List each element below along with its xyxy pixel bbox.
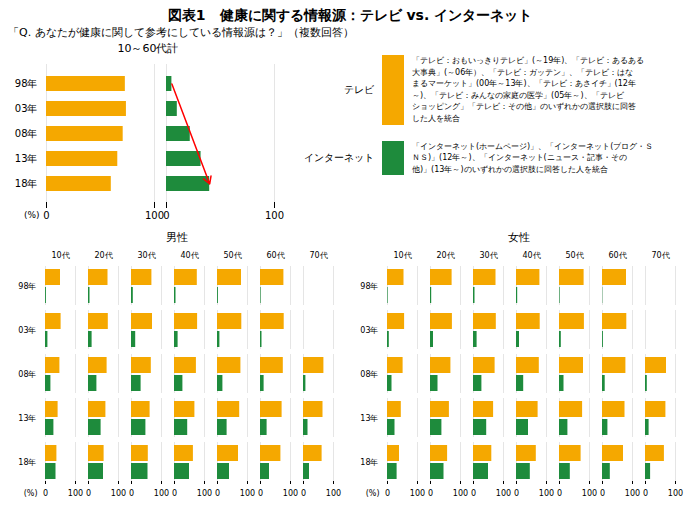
svg-text:50代: 50代 — [565, 251, 583, 260]
svg-text:100: 100 — [453, 489, 468, 498]
svg-text:100: 100 — [68, 489, 83, 498]
svg-text:70代: 70代 — [651, 251, 669, 260]
svg-text:100: 100 — [582, 489, 597, 498]
svg-text:0: 0 — [643, 489, 648, 498]
svg-text:100: 100 — [240, 489, 255, 498]
svg-text:100: 100 — [154, 489, 169, 498]
svg-text:13年: 13年 — [15, 153, 38, 164]
svg-text:100: 100 — [625, 489, 640, 498]
html-text:「インターネット(ホームページ)」、「インターネット(ブログ: 「インターネット(ホームページ)」、「インターネット(ブログ・Ｓ ＮＳ)」(12… — [412, 141, 654, 174]
svg-text:(%): (%) — [366, 489, 380, 498]
svg-text:0: 0 — [514, 489, 519, 498]
svg-text:100: 100 — [145, 210, 164, 221]
svg-text:30代: 30代 — [137, 251, 155, 260]
html-text:男性: 男性 — [166, 231, 188, 244]
svg-text:0: 0 — [471, 489, 476, 498]
svg-text:03年: 03年 — [18, 326, 36, 335]
svg-text:0: 0 — [86, 489, 91, 498]
svg-text:0: 0 — [172, 489, 177, 498]
html-text:10～60代計: 10～60代計 — [117, 42, 179, 55]
svg-text:18年: 18年 — [18, 458, 36, 467]
svg-text:60代: 60代 — [608, 251, 626, 260]
svg-text:30代: 30代 — [479, 251, 497, 260]
svg-text:08年: 08年 — [15, 128, 38, 139]
svg-text:13年: 13年 — [360, 414, 378, 423]
svg-text:10代: 10代 — [51, 251, 69, 260]
svg-text:(%): (%) — [24, 489, 38, 498]
svg-text:10代: 10代 — [393, 251, 411, 260]
svg-text:0: 0 — [557, 489, 562, 498]
svg-text:100: 100 — [539, 489, 554, 498]
svg-text:100: 100 — [197, 489, 212, 498]
svg-text:0: 0 — [129, 489, 134, 498]
svg-text:0: 0 — [428, 489, 433, 498]
svg-text:98年: 98年 — [360, 282, 378, 291]
svg-text:03年: 03年 — [360, 326, 378, 335]
svg-text:03年: 03年 — [15, 103, 38, 114]
svg-text:0: 0 — [301, 489, 306, 498]
svg-text:0: 0 — [163, 210, 169, 221]
svg-text:13年: 13年 — [18, 414, 36, 423]
svg-text:0: 0 — [43, 489, 48, 498]
svg-text:0: 0 — [385, 489, 390, 498]
svg-text:08年: 08年 — [18, 370, 36, 379]
html-text:インターネット: インターネット — [304, 152, 374, 163]
svg-text:40代: 40代 — [180, 251, 198, 260]
svg-text:18年: 18年 — [360, 458, 378, 467]
svg-text:100: 100 — [326, 489, 341, 498]
svg-text:100: 100 — [111, 489, 126, 498]
html-text:テレビ: テレビ — [344, 83, 374, 95]
svg-text:60代: 60代 — [266, 251, 284, 260]
svg-text:0: 0 — [43, 210, 49, 221]
svg-text:40代: 40代 — [522, 251, 540, 260]
svg-text:08年: 08年 — [360, 370, 378, 379]
svg-text:100: 100 — [496, 489, 511, 498]
svg-text:100: 100 — [283, 489, 298, 498]
svg-text:50代: 50代 — [223, 251, 241, 260]
svg-text:(%): (%) — [24, 210, 40, 220]
svg-text:0: 0 — [258, 489, 263, 498]
svg-text:100: 100 — [410, 489, 425, 498]
html-text:女性: 女性 — [508, 231, 530, 244]
svg-text:20代: 20代 — [436, 251, 454, 260]
svg-text:0: 0 — [215, 489, 220, 498]
html-text:図表1 健康に関する情報源：テレビ vs. インターネット: 図表1 健康に関する情報源：テレビ vs. インターネット — [167, 7, 533, 23]
svg-text:70代: 70代 — [309, 251, 327, 260]
html-text:「Q. あなたが健康に関して参考にしている情報源は？」（複数: 「Q. あなたが健康に関して参考にしている情報源は？」（複数回答） — [8, 26, 354, 39]
svg-text:100: 100 — [668, 489, 683, 498]
html-text:「テレビ：おもいっきりテレビ」(～19年)、「テレビ：あるあ: 「テレビ：おもいっきりテレビ」(～19年)、「テレビ：あるある 大事典」(～06… — [412, 56, 645, 123]
svg-text:98年: 98年 — [15, 78, 38, 89]
svg-text:100: 100 — [265, 210, 284, 221]
svg-text:0: 0 — [600, 489, 605, 498]
svg-text:20代: 20代 — [94, 251, 112, 260]
svg-text:18年: 18年 — [15, 178, 38, 189]
svg-text:98年: 98年 — [18, 282, 36, 291]
